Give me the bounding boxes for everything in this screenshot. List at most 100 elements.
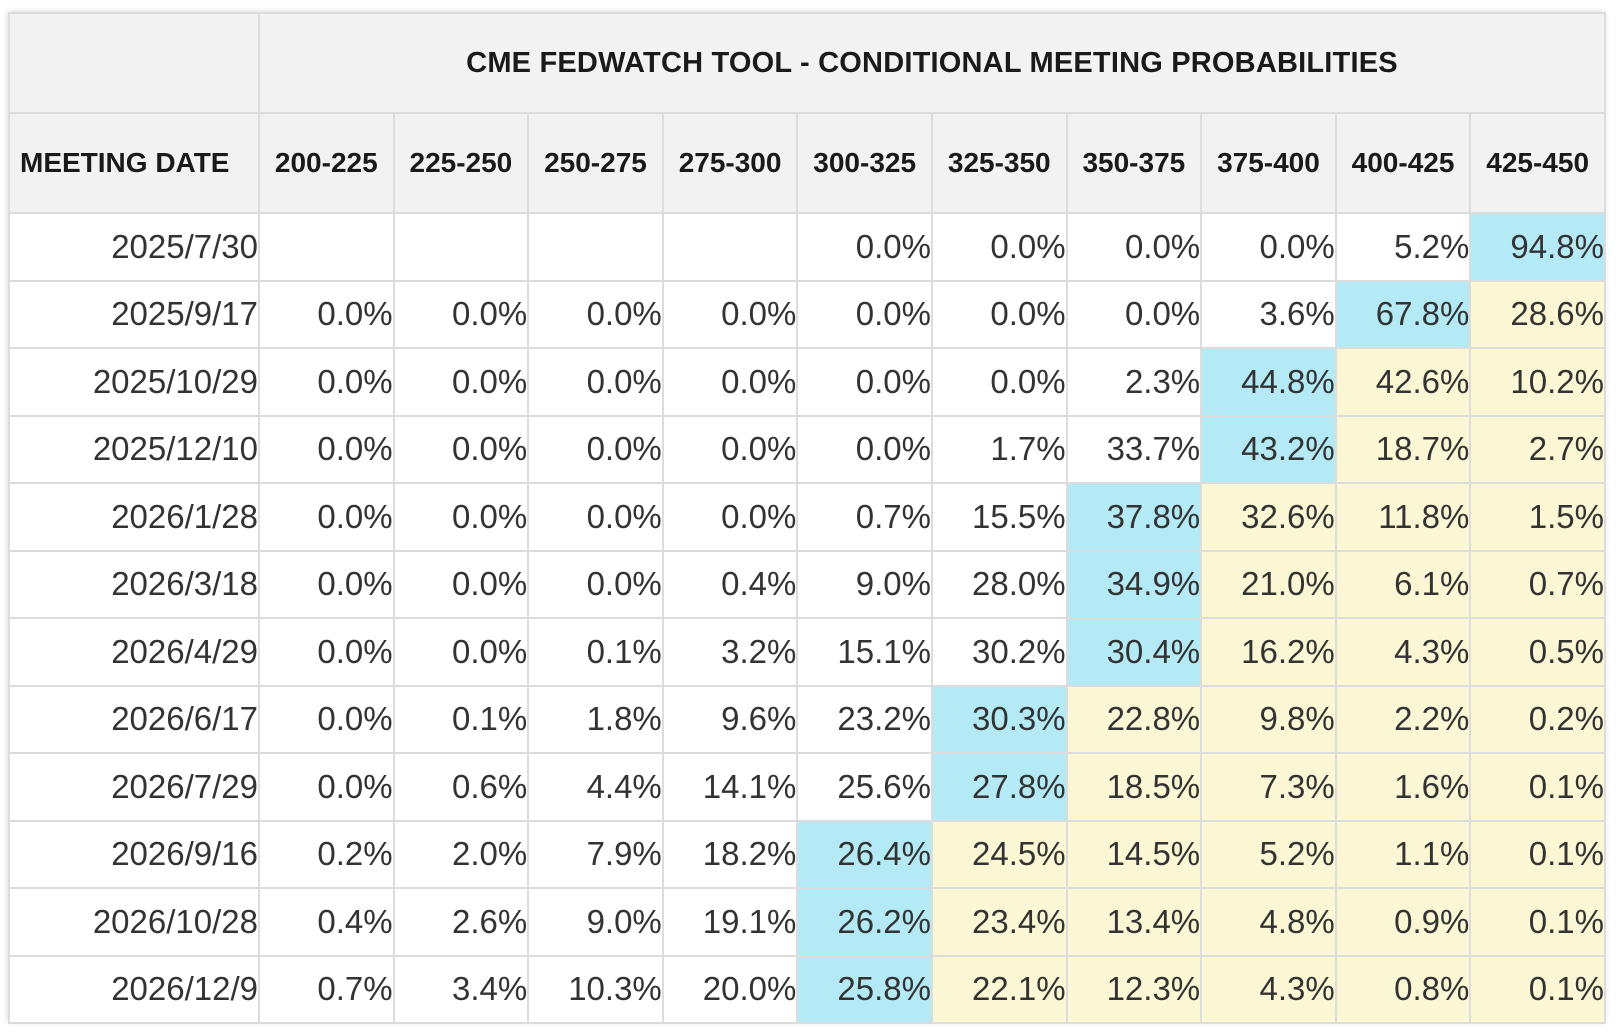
probability-cell: 12.3% [1065, 954, 1203, 1024]
probability-cell: 9.8% [1200, 684, 1337, 754]
title-row: CME FEDWATCH TOOL - CONDITIONAL MEETING … [8, 12, 1606, 114]
rate-range-header: 200-225 [258, 112, 395, 214]
probability-cell-peak: 26.4% [796, 819, 933, 889]
probability-cell [392, 212, 530, 282]
meeting-date-cell: 2026/7/29 [8, 752, 260, 822]
probability-cell: 0.0% [258, 752, 395, 822]
probability-cell: 9.6% [661, 684, 799, 754]
probability-cell: 0.1% [392, 684, 530, 754]
table-row: 2026/10/28 0.4% 2.6% 9.0% 19.1% 26.2% 23.4% 13.… [8, 887, 1606, 957]
probability-cell: 0.0% [930, 212, 1068, 282]
meeting-date-cell: 2026/1/28 [8, 482, 260, 552]
probability-cell: 1.5% [1469, 482, 1606, 552]
probability-cell: 0.0% [930, 279, 1068, 349]
rate-range-header: 350-375 [1065, 112, 1203, 214]
probability-cell: 14.1% [661, 752, 799, 822]
probability-cell: 0.7% [258, 954, 395, 1024]
probability-cell: 0.0% [258, 684, 395, 754]
probability-cell: 0.4% [661, 549, 799, 619]
probability-cell [258, 212, 395, 282]
probability-cell: 0.0% [527, 549, 664, 619]
probability-cell: 0.0% [392, 347, 530, 417]
rate-range-header: 275-300 [661, 112, 799, 214]
probability-cell: 0.2% [258, 819, 395, 889]
meeting-date-cell: 2025/10/29 [8, 347, 260, 417]
table-row: 2026/12/9 0.7% 3.4% 10.3% 20.0% 25.8% 22.1% 12.… [8, 954, 1606, 1024]
table-row: 2026/3/18 0.0% 0.0% 0.0% 0.4% 9.0% 28.0% 34.9% 2… [8, 549, 1606, 619]
probability-cell: 0.0% [527, 482, 664, 552]
probability-cell: 0.0% [661, 347, 799, 417]
rate-range-header: 325-350 [930, 112, 1068, 214]
probability-cell: 0.0% [258, 279, 395, 349]
probability-cell: 33.7% [1065, 414, 1203, 484]
header-row: MEETING DATE 200-225 225-250 250-275 275-30… [8, 112, 1606, 214]
probability-cell: 2.7% [1469, 414, 1606, 484]
probability-cell-peak: 43.2% [1200, 414, 1337, 484]
meeting-date-cell: 2025/9/17 [8, 279, 260, 349]
probability-cell: 2.6% [392, 887, 530, 957]
probability-cell: 0.0% [392, 279, 530, 349]
meeting-date-cell: 2026/3/18 [8, 549, 260, 619]
meeting-date-header: MEETING DATE [8, 112, 260, 214]
probability-cell: 32.6% [1200, 482, 1337, 552]
probability-cell: 2.3% [1065, 347, 1203, 417]
probability-cell: 0.8% [1334, 954, 1472, 1024]
table-row: 2026/9/16 0.2% 2.0% 7.9% 18.2% 26.4% 24.5% 14.5… [8, 819, 1606, 889]
probability-cell: 5.2% [1200, 819, 1337, 889]
probability-cell: 0.0% [796, 414, 933, 484]
probability-cell: 21.0% [1200, 549, 1337, 619]
probability-cell: 2.2% [1334, 684, 1472, 754]
probability-cell: 16.2% [1200, 617, 1337, 687]
probability-cell: 0.9% [1334, 887, 1472, 957]
probability-cell: 2.0% [392, 819, 530, 889]
meeting-date-cell: 2025/12/10 [8, 414, 260, 484]
table-title: CME FEDWATCH TOOL - CONDITIONAL MEETING … [258, 12, 1606, 114]
probability-cell: 0.1% [1469, 954, 1606, 1024]
table-row: 2025/7/30 0.0% 0.0% 0.0% 0.0% 5.2% 94.8% [8, 212, 1606, 282]
probability-cell: 0.0% [1065, 279, 1203, 349]
table-row: 2026/7/29 0.0% 0.6% 4.4% 14.1% 25.6% 27.8% 18.5… [8, 752, 1606, 822]
probability-cell: 0.0% [1065, 212, 1203, 282]
probability-cell: 0.4% [258, 887, 395, 957]
probability-cell: 15.5% [930, 482, 1068, 552]
probability-cell-peak: 25.8% [796, 954, 933, 1024]
probability-cell: 15.1% [796, 617, 933, 687]
meeting-date-cell: 2026/12/9 [8, 954, 260, 1024]
probability-cell [661, 212, 799, 282]
probability-table: CME FEDWATCH TOOL - CONDITIONAL MEETING … [8, 12, 1606, 1024]
probability-cell: 23.2% [796, 684, 933, 754]
probability-cell-peak: 26.2% [796, 887, 933, 957]
probability-cell-peak: 34.9% [1065, 549, 1203, 619]
probability-cell: 0.0% [392, 549, 530, 619]
rate-range-header: 300-325 [796, 112, 933, 214]
probability-cell: 14.5% [1065, 819, 1203, 889]
probability-cell: 10.2% [1469, 347, 1606, 417]
probability-cell: 3.2% [661, 617, 799, 687]
table-row: 2026/4/29 0.0% 0.0% 0.1% 3.2% 15.1% 30.2% 30.4%… [8, 617, 1606, 687]
rate-range-header: 375-400 [1200, 112, 1337, 214]
probability-cell: 0.0% [258, 617, 395, 687]
probability-cell: 0.2% [1469, 684, 1606, 754]
rate-range-header: 425-450 [1469, 112, 1606, 214]
probability-cell: 0.0% [392, 482, 530, 552]
probability-cell: 3.6% [1200, 279, 1337, 349]
probability-cell: 20.0% [661, 954, 799, 1024]
probability-cell [527, 212, 664, 282]
corner-cell [8, 12, 260, 114]
probability-cell: 1.6% [1334, 752, 1472, 822]
meeting-date-cell: 2026/6/17 [8, 684, 260, 754]
probability-cell-peak: 44.8% [1200, 347, 1337, 417]
probability-cell: 0.0% [1200, 212, 1337, 282]
probability-cell: 0.6% [392, 752, 530, 822]
probability-cell: 0.0% [527, 279, 664, 349]
probability-cell: 4.3% [1200, 954, 1337, 1024]
fedwatch-table-frame: CME FEDWATCH TOOL - CONDITIONAL MEETING … [8, 12, 1606, 1024]
meeting-date-cell: 2026/9/16 [8, 819, 260, 889]
probability-cell: 0.5% [1469, 617, 1606, 687]
probability-cell-peak: 94.8% [1469, 212, 1606, 282]
probability-cell: 7.9% [527, 819, 664, 889]
probability-cell: 0.0% [930, 347, 1068, 417]
probability-cell: 0.0% [661, 482, 799, 552]
probability-cell: 30.2% [930, 617, 1068, 687]
probability-cell: 0.1% [1469, 819, 1606, 889]
